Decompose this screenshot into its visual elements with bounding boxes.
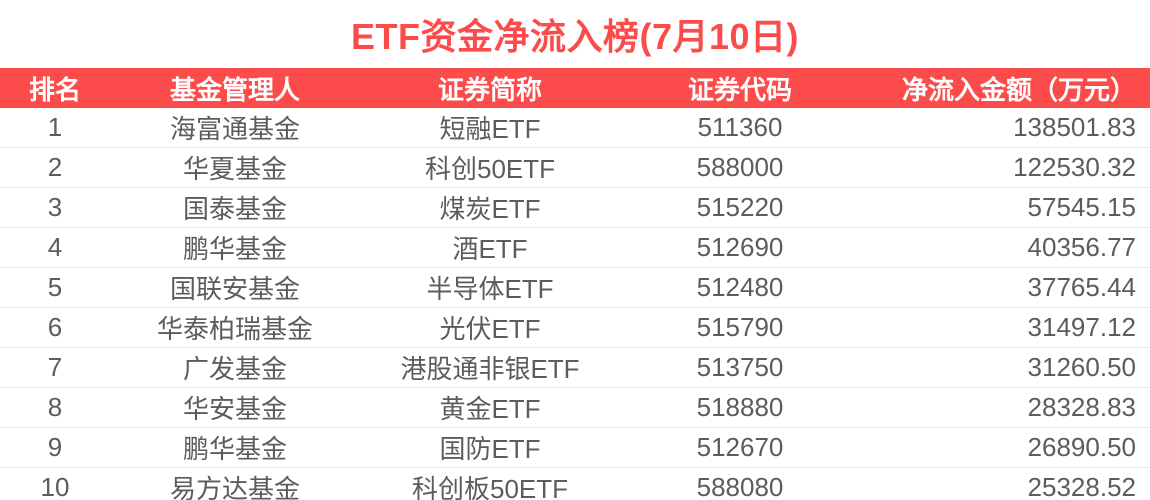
table-cell: 26890.50: [860, 427, 1150, 468]
table-cell: 588000: [620, 147, 860, 188]
table-row: 2 华夏基金 科创50ETF 588000 122530.32: [0, 147, 1150, 188]
table-cell: 515790: [620, 307, 860, 348]
table-cell: 国泰基金: [110, 187, 360, 228]
table-cell: 28328.83: [860, 387, 1150, 428]
table-cell: 光伏ETF: [360, 307, 620, 348]
table-cell: 512480: [620, 267, 860, 308]
table-cell: 40356.77: [860, 227, 1150, 268]
table-cell: 512690: [620, 227, 860, 268]
table-cell: 2: [0, 147, 110, 188]
table-cell: 鹏华基金: [110, 427, 360, 468]
table-body: 1 海富通基金 短融ETF 511360 138501.83 2 华夏基金 科创50ETF 58…: [0, 108, 1150, 500]
table-cell: 6: [0, 307, 110, 348]
table-cell: 海富通基金: [110, 108, 360, 148]
table-cell: 588080: [620, 467, 860, 500]
table-row: 8 华安基金 黄金ETF 518880 28328.83: [0, 387, 1150, 428]
table-cell: 华泰柏瑞基金: [110, 307, 360, 348]
table-cell: 7: [0, 347, 110, 388]
page-title: ETF资金净流入榜(7月10日): [350, 16, 800, 57]
table-row: 7 广发基金 港股通非银ETF 513750 31260.50: [0, 347, 1150, 388]
table-cell: 广发基金: [110, 347, 360, 388]
column-header: 证券代码: [620, 68, 860, 108]
table-row: 4 鹏华基金 酒ETF 512690 40356.77: [0, 227, 1150, 268]
table-cell: 短融ETF: [360, 108, 620, 148]
table-cell: 9: [0, 427, 110, 468]
table-row: 1 海富通基金 短融ETF 511360 138501.83: [0, 108, 1150, 148]
table-cell: 酒ETF: [360, 227, 620, 268]
title-bar: ETF资金净流入榜(7月10日): [0, 0, 1150, 68]
etf-inflow-table: 排名 基金管理人 证券简称 证券代码 净流入金额（万元） 1 海富通基金 短融ETF 5113…: [0, 68, 1150, 500]
table-row: 6 华泰柏瑞基金 光伏ETF 515790 31497.12: [0, 307, 1150, 348]
table-cell: 黄金ETF: [360, 387, 620, 428]
table-cell: 37765.44: [860, 267, 1150, 308]
table-cell: 5: [0, 267, 110, 308]
column-header: 证券简称: [360, 68, 620, 108]
table-row: 10 易方达基金 科创板50ETF 588080 25328.52: [0, 467, 1150, 500]
table-cell: 515220: [620, 187, 860, 228]
table-cell: 易方达基金: [110, 467, 360, 500]
table-cell: 煤炭ETF: [360, 187, 620, 228]
column-header: 排名: [0, 68, 110, 108]
table-cell: 3: [0, 187, 110, 228]
table-cell: 4: [0, 227, 110, 268]
table-cell: 511360: [620, 108, 860, 148]
column-header: 净流入金额（万元）: [860, 68, 1150, 108]
table-cell: 国联安基金: [110, 267, 360, 308]
table-row: 9 鹏华基金 国防ETF 512670 26890.50: [0, 427, 1150, 468]
table-cell: 513750: [620, 347, 860, 388]
table-cell: 半导体ETF: [360, 267, 620, 308]
table-cell: 31497.12: [860, 307, 1150, 348]
table-header: 排名 基金管理人 证券简称 证券代码 净流入金额（万元）: [0, 68, 1150, 108]
table-cell: 1: [0, 108, 110, 148]
table-cell: 518880: [620, 387, 860, 428]
table-row: 3 国泰基金 煤炭ETF 515220 57545.15: [0, 187, 1150, 228]
table-cell: 国防ETF: [360, 427, 620, 468]
table-header-row: 排名 基金管理人 证券简称 证券代码 净流入金额（万元）: [0, 68, 1150, 108]
table-cell: 鹏华基金: [110, 227, 360, 268]
table-cell: 512670: [620, 427, 860, 468]
table-row: 5 国联安基金 半导体ETF 512480 37765.44: [0, 267, 1150, 308]
table-cell: 25328.52: [860, 467, 1150, 500]
table-cell: 8: [0, 387, 110, 428]
table-cell: 港股通非银ETF: [360, 347, 620, 388]
table-cell: 10: [0, 467, 110, 500]
table-cell: 科创板50ETF: [360, 467, 620, 500]
table-cell: 31260.50: [860, 347, 1150, 388]
table-cell: 科创50ETF: [360, 147, 620, 188]
table-cell: 122530.32: [860, 147, 1150, 188]
table-cell: 华夏基金: [110, 147, 360, 188]
column-header: 基金管理人: [110, 68, 360, 108]
table-cell: 138501.83: [860, 108, 1150, 148]
table-cell: 57545.15: [860, 187, 1150, 228]
table-cell: 华安基金: [110, 387, 360, 428]
